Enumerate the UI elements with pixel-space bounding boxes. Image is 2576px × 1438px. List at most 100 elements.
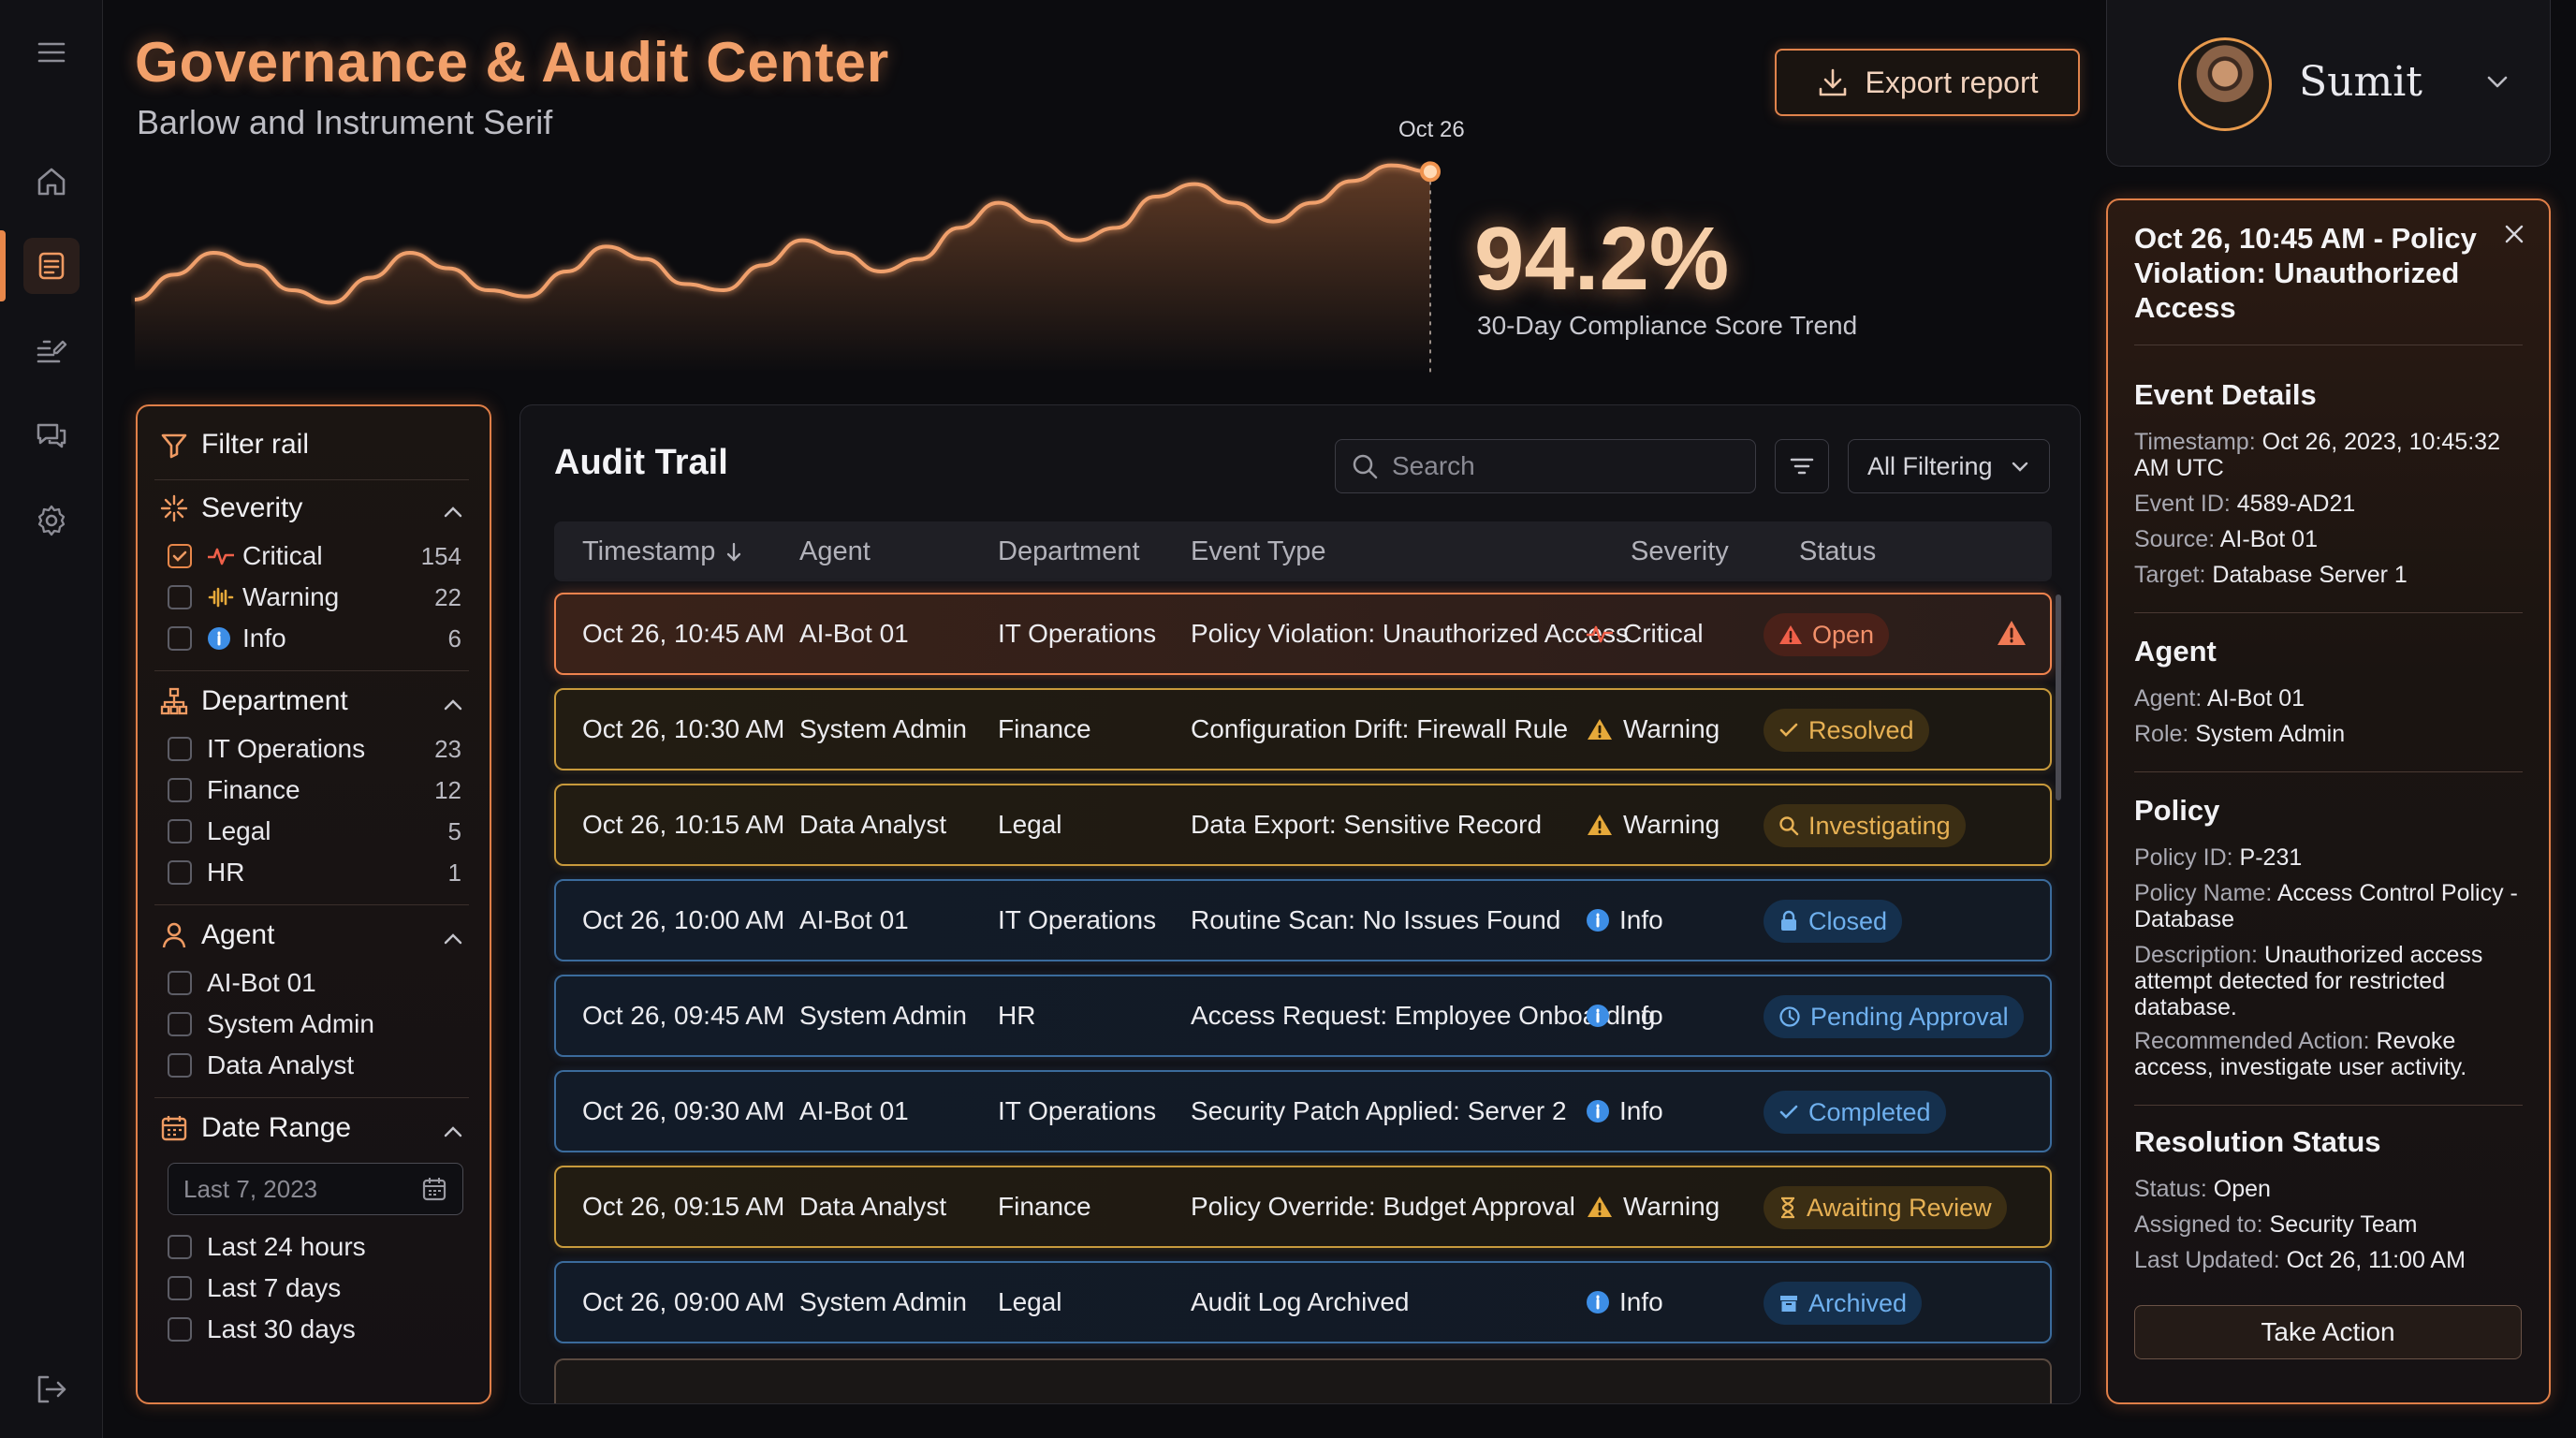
table-row[interactable]: Oct 26, 09:15 AM Data Analyst Finance Po…: [554, 1166, 2052, 1248]
cell-event-type: Data Export: Sensitive Record: [1191, 810, 1543, 839]
column-header-department[interactable]: Department: [998, 536, 1140, 566]
cell-severity: Warning: [1586, 1192, 1720, 1222]
compliance-score-label: 30-Day Compliance Score Trend: [1477, 311, 1858, 340]
audit-nav-button[interactable]: [0, 230, 80, 301]
user-name: Sumit: [2299, 58, 2422, 106]
severity-label: Warning: [1623, 714, 1720, 743]
export-report-button[interactable]: Export report: [1775, 49, 2080, 116]
table-header: Timestamp Agent Department Event Type Se…: [554, 521, 2052, 581]
severity-section-header[interactable]: Severity: [160, 492, 302, 524]
detail-status: Status: Open: [2134, 1176, 2527, 1202]
org-chart-icon: [160, 687, 188, 715]
table-row[interactable]: Oct 26, 10:30 AM System Admin Finance Co…: [554, 688, 2052, 770]
table-row[interactable]: Oct 26, 10:00 AM AI-Bot 01 IT Operations…: [554, 879, 2052, 961]
cell-department: Legal: [998, 1287, 1062, 1316]
status-label: Investigating: [1808, 811, 1951, 840]
sidebar: [0, 0, 103, 1438]
compliance-score: 94.2%: [1474, 209, 1730, 309]
table-row[interactable]: Oct 26, 09:30 AM AI-Bot 01 IT Operations…: [554, 1070, 2052, 1152]
messages-button[interactable]: [23, 408, 80, 464]
filter-option-warning[interactable]: Warning 22: [168, 580, 461, 614]
checkbox[interactable]: [168, 971, 192, 995]
checkbox[interactable]: [168, 819, 192, 844]
checkbox[interactable]: [168, 1276, 192, 1300]
filter-option-last-24-hours[interactable]: Last 24 hours: [168, 1230, 461, 1264]
cell-severity: Info: [1586, 905, 1663, 935]
filter-option-system-admin[interactable]: System Admin: [168, 1007, 461, 1041]
chevron-up-icon[interactable]: [441, 1120, 465, 1144]
filter-select[interactable]: All Filtering: [1848, 439, 2050, 493]
filter-option-it-operations[interactable]: IT Operations 23: [168, 732, 461, 766]
table-row[interactable]: Oct 26, 10:45 AM AI-Bot 01 IT Operations…: [554, 593, 2052, 675]
filter-option-finance[interactable]: Finance 12: [168, 773, 461, 807]
column-header-timestamp[interactable]: Timestamp: [582, 536, 743, 567]
user-card[interactable]: Sumit: [2106, 0, 2551, 167]
reports-button[interactable]: [23, 324, 80, 380]
checkbox-checked[interactable]: [168, 544, 192, 568]
filter-option-info[interactable]: Info 6: [168, 622, 461, 655]
chevron-up-icon[interactable]: [441, 693, 465, 717]
menu-button[interactable]: [23, 24, 80, 81]
status-badge: Investigating: [1764, 804, 1966, 847]
table-row[interactable]: Oct 26, 10:15 AM Data Analyst Legal Data…: [554, 784, 2052, 866]
event-detail-panel: Oct 26, 10:45 AM - Policy Violation: Una…: [2106, 198, 2551, 1404]
checkbox[interactable]: [168, 860, 192, 885]
cell-department: IT Operations: [998, 905, 1157, 934]
chevron-up-icon[interactable]: [441, 500, 465, 524]
checkbox[interactable]: [168, 1012, 192, 1036]
logout-button[interactable]: [23, 1361, 80, 1417]
date-range-placeholder: Last 7, 2023: [183, 1174, 318, 1203]
calendar-icon[interactable]: [421, 1176, 447, 1202]
checkbox[interactable]: [168, 585, 192, 609]
home-button[interactable]: [23, 154, 80, 210]
checkbox[interactable]: [168, 737, 192, 761]
column-header-severity[interactable]: Severity: [1631, 536, 1729, 566]
table-row[interactable]: Oct 26, 09:00 AM System Admin Legal Audi…: [554, 1261, 2052, 1343]
department-section-header[interactable]: Department: [160, 685, 348, 717]
critical-pulse-icon: [208, 548, 234, 565]
date-range-section-header[interactable]: Date Range: [160, 1112, 351, 1144]
filter-option-count: 5: [447, 816, 461, 845]
cell-severity: Warning: [1586, 714, 1720, 744]
status-label: Awaiting Review: [1807, 1193, 1992, 1222]
column-header-agent[interactable]: Agent: [799, 536, 871, 566]
filter-option-ai-bot-01[interactable]: AI-Bot 01: [168, 966, 461, 1000]
table-row[interactable]: Oct 26, 09:45 AM System Admin HR Access …: [554, 975, 2052, 1057]
filter-option-hr[interactable]: HR 1: [168, 856, 461, 889]
checkbox[interactable]: [168, 626, 192, 651]
settings-button[interactable]: [23, 492, 80, 549]
close-icon[interactable]: [2501, 221, 2527, 247]
alert-triangle-icon: [1998, 621, 2026, 645]
chevron-down-icon[interactable]: [2483, 67, 2511, 95]
table-row-partial[interactable]: [554, 1358, 2052, 1403]
check-icon: [172, 550, 187, 562]
filter-option-legal[interactable]: Legal 5: [168, 814, 461, 848]
table-scrollbar[interactable]: [2056, 594, 2061, 800]
list-edit-icon: [37, 340, 67, 363]
filter-option-last-7-days[interactable]: Last 7 days: [168, 1271, 461, 1305]
filter-option-label: Last 24 hours: [207, 1232, 366, 1261]
hourglass-icon: [1781, 1196, 1794, 1219]
trend-end-point[interactable]: [1420, 161, 1441, 183]
column-header-event-type[interactable]: Event Type: [1191, 536, 1326, 566]
clock-icon: [1779, 1006, 1800, 1027]
take-action-button[interactable]: Take Action: [2134, 1305, 2522, 1359]
checkbox[interactable]: [168, 1053, 192, 1078]
filter-option-label: Data Analyst: [207, 1050, 355, 1079]
checkbox[interactable]: [168, 778, 192, 802]
filter-options-button[interactable]: [1775, 439, 1829, 493]
filter-option-last-30-days[interactable]: Last 30 days: [168, 1313, 461, 1346]
chevron-up-icon[interactable]: [441, 927, 465, 951]
search-input[interactable]: Search: [1335, 439, 1756, 493]
date-range-input[interactable]: Last 7, 2023: [168, 1163, 463, 1215]
field-label: Last Updated:: [2134, 1247, 2280, 1273]
chevron-down-icon: [2012, 462, 2028, 472]
status-badge: Closed: [1764, 900, 1903, 943]
filter-option-critical[interactable]: Critical 154: [168, 539, 461, 573]
warning-triangle-icon: [1779, 625, 1802, 644]
agent-section-header[interactable]: Agent: [160, 919, 274, 951]
checkbox[interactable]: [168, 1235, 192, 1259]
column-header-status[interactable]: Status: [1799, 536, 1877, 566]
filter-option-data-analyst[interactable]: Data Analyst: [168, 1049, 461, 1082]
checkbox[interactable]: [168, 1317, 192, 1342]
